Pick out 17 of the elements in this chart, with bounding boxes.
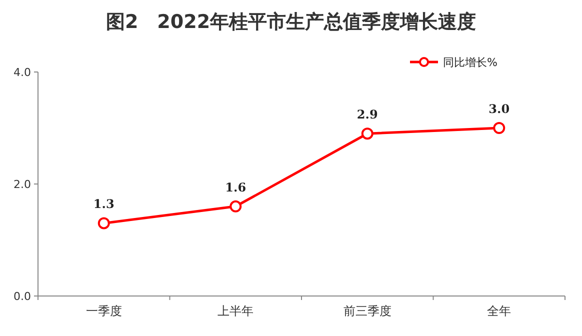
- point: [361, 128, 374, 140]
- point: [230, 200, 242, 212]
- point: [98, 217, 110, 230]
- y-tick-label: 4.0: [14, 66, 31, 79]
- x-tick-label: 全年: [487, 304, 512, 318]
- data-label: 1.3: [93, 197, 114, 212]
- data-label: 2.9: [356, 108, 378, 122]
- legend-label: 同比增长%: [443, 56, 498, 69]
- y-tick-label: 0.0: [14, 290, 31, 303]
- chart-title: 图2 2022年桂平市生产总值季度增长速度: [106, 11, 476, 33]
- point: [493, 122, 506, 134]
- data-label: 3.0: [488, 102, 510, 116]
- x-tick-label: 上半年: [218, 304, 254, 318]
- x-tick-label: 前三季度: [343, 304, 392, 318]
- data-label: 1.6: [225, 180, 246, 194]
- x-tick-label: 一季度: [86, 304, 122, 318]
- y-tick-label: 2.0: [14, 178, 31, 191]
